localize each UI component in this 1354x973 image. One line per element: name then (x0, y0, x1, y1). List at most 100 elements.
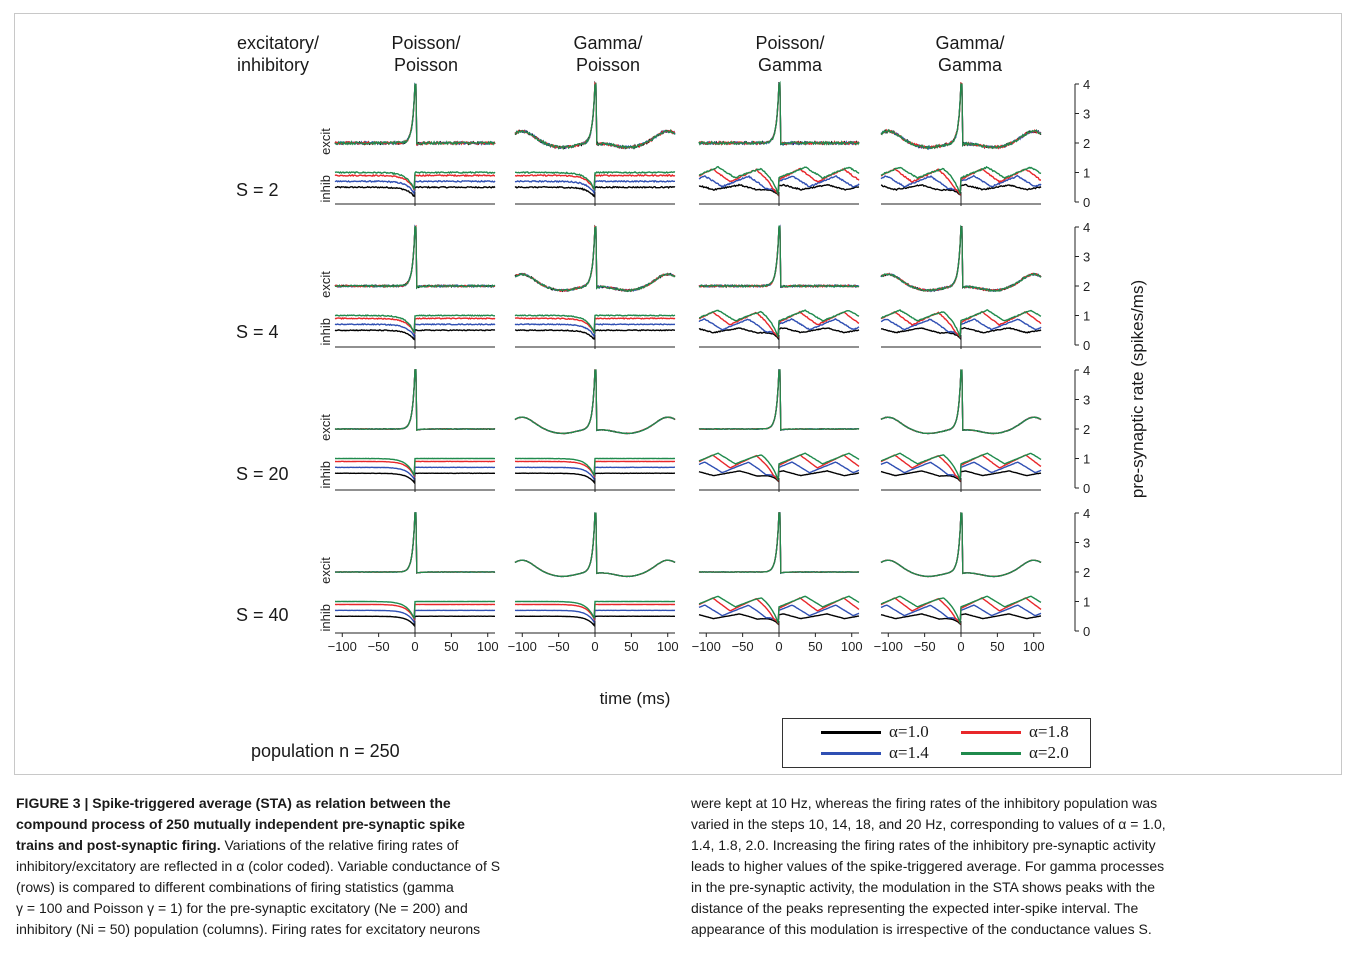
inhib-trace (698, 452, 860, 481)
legend-item-alpha-1-0: α=1.0 (821, 722, 929, 742)
y-tick-label: 3 (1083, 107, 1090, 122)
y-tick-label: 0 (1083, 624, 1090, 639)
column-header-gamma-gamma: Gamma/ Gamma (935, 33, 1005, 75)
inhib-trace (880, 309, 1042, 338)
y-tick-label: 3 (1083, 393, 1090, 408)
x-axis-label: time (ms) (599, 689, 671, 708)
y-tick-label: 4 (1083, 363, 1090, 378)
y-tick-label: 1 (1083, 595, 1090, 610)
excit-trace (880, 369, 1042, 435)
column-header-poisson-gamma: Poisson/ Gamma (755, 33, 825, 75)
x-tick-label: 100 (477, 639, 499, 654)
caption-line: (rows) is compared to different combinat… (16, 879, 454, 895)
y-tick-label: 4 (1083, 506, 1090, 521)
y-tick-label: 0 (1083, 481, 1090, 496)
x-tick-label: 100 (841, 639, 863, 654)
inhib-panel-label: inhib (318, 461, 333, 488)
x-tick-label: 0 (411, 639, 418, 654)
x-tick-label: 0 (957, 639, 964, 654)
row-label-s4: S = 4 (236, 322, 279, 342)
inhib-panel-label: inhib (318, 604, 333, 631)
excit-trace (514, 82, 676, 151)
figure-panel: excit inhib 0 1 2 3 4 excit inhib 0 1 2 3 4 excit inhib… (14, 13, 1342, 775)
caption-line: 1.4, 1.8, 2.0. Increasing the firing rat… (691, 837, 1156, 853)
inhib-panel-label: inhib (318, 318, 333, 345)
excit-trace (335, 512, 496, 574)
caption-line: inhibitory/excitatory are reflected in α… (16, 858, 501, 874)
x-tick-label: 100 (657, 639, 679, 654)
inhib-trace (880, 595, 1042, 624)
column-header-poisson-poisson: Poisson/ Poisson (391, 33, 461, 75)
caption-right-column: were kept at 10 Hz, whereas the firing r… (691, 793, 1341, 940)
y-tick-label: 1 (1083, 309, 1090, 324)
x-tick-label: −50 (368, 639, 390, 654)
y-tick-label: 4 (1083, 77, 1090, 92)
y-tick-label: 1 (1083, 452, 1090, 467)
excit-trace (880, 83, 1042, 151)
inhib-trace (698, 595, 860, 624)
x-tick-label: −50 (914, 639, 936, 654)
excit-trace (698, 225, 860, 288)
sta-figure-plot: excit inhib 0 1 2 3 4 excit inhib 0 1 2 3 4 excit inhib… (318, 77, 1090, 654)
inhib-trace (335, 600, 496, 619)
inhib-panel-label: inhib (318, 175, 333, 202)
x-tick-label: 0 (775, 639, 782, 654)
caption-line: appearance of this modulation is irrespe… (691, 921, 1152, 937)
y-tick-label: 3 (1083, 536, 1090, 551)
x-tick-label: −50 (548, 639, 570, 654)
excit-trace (334, 225, 496, 290)
x-tick-label: −100 (692, 639, 721, 654)
inhib-trace (514, 314, 676, 335)
y-axis-label: pre-synaptic rate (spikes/ms) (1128, 279, 1147, 499)
excit-trace (880, 512, 1042, 578)
inhib-trace (880, 452, 1042, 481)
excit-panel-label: excit (318, 414, 333, 441)
inhib-trace (515, 170, 676, 192)
excit-panel-label: excit (318, 557, 333, 584)
excit-trace (698, 369, 860, 431)
x-tick-label: 100 (1023, 639, 1045, 654)
caption-line: leads to higher values of the spike-trig… (691, 858, 1165, 874)
excit-trace (880, 224, 1042, 292)
y-tick-label: 4 (1083, 220, 1090, 235)
caption-title-line: compound process of 250 mutually indepen… (16, 816, 465, 832)
caption-left-column: FIGURE 3 | Spike-triggered average (STA)… (16, 793, 666, 940)
row-label-s2: S = 2 (236, 180, 279, 200)
caption-title-line: FIGURE 3 | Spike-triggered average (STA)… (16, 795, 451, 811)
caption-line: inhibitory (Ni = 50) population (columns… (16, 921, 481, 937)
population-label: population n = 250 (251, 741, 400, 761)
excit-trace (698, 80, 860, 146)
caption-line: distance of the peaks representing the e… (691, 900, 1139, 916)
x-tick-label: 50 (624, 639, 638, 654)
legend-swatch-blue (821, 751, 881, 755)
excit-trace (514, 225, 676, 293)
x-tick-label: −50 (732, 639, 754, 654)
corner-label: excitatory/ inhibitory (237, 33, 320, 75)
inhib-trace (514, 600, 676, 619)
caption-line: varied in the steps 10, 14, 18, and 20 H… (691, 816, 1166, 832)
row-label-s20: S = 20 (236, 464, 289, 484)
x-tick-label: 50 (990, 639, 1004, 654)
inhib-trace (514, 457, 676, 476)
column-header-gamma-poisson: Gamma/ Poisson (573, 33, 643, 75)
x-tick-label: −100 (328, 639, 357, 654)
y-tick-label: 0 (1083, 338, 1090, 353)
inhib-trace (335, 457, 495, 476)
caption-line: trains and post-synaptic firing. Variati… (16, 837, 459, 853)
x-tick-label: −100 (874, 639, 903, 654)
legend-item-alpha-2-0: α=2.0 (961, 743, 1069, 763)
legend: α=1.0 α=1.8 α=1.4 α=2.0 (782, 718, 1091, 768)
caption-line: were kept at 10 Hz, whereas the firing r… (691, 795, 1158, 811)
legend-item-alpha-1-4: α=1.4 (821, 743, 929, 763)
x-tick-label: −100 (508, 639, 537, 654)
x-tick-label: 50 (444, 639, 458, 654)
inhib-trace (334, 314, 495, 333)
excit-trace (514, 369, 676, 435)
legend-swatch-black (821, 730, 881, 734)
legend-item-alpha-1-8: α=1.8 (961, 722, 1069, 742)
legend-swatch-red (961, 730, 1021, 734)
x-tick-label: 0 (591, 639, 598, 654)
excit-trace (334, 82, 496, 146)
x-tick-label: 50 (808, 639, 822, 654)
inhib-trace (334, 171, 496, 190)
